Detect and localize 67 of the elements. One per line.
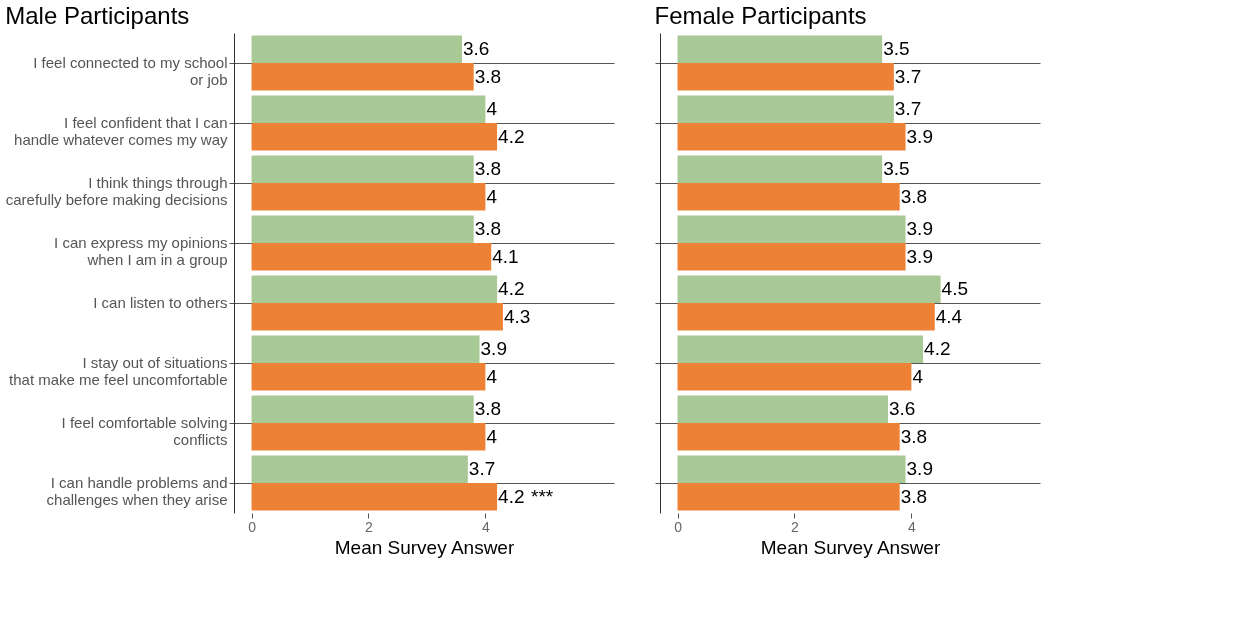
data-label: 3.5	[883, 38, 910, 60]
data-label: 4.2	[498, 278, 525, 300]
y-tick-label: I stay out of situations that make me feel uncomfortable	[9, 354, 228, 388]
bar	[677, 95, 894, 123]
bar	[677, 183, 900, 211]
data-label: 3.8	[474, 158, 502, 180]
x-axis-title: Mean Survey Answer	[760, 536, 941, 558]
data-label: 4.5	[941, 278, 969, 300]
data-label: 4	[486, 365, 498, 387]
data-label: 3.7	[468, 458, 496, 480]
y-tick-label: I feel comfortable solving conflicts	[61, 414, 228, 448]
data-label: 4	[486, 98, 498, 120]
data-label: 3.9	[480, 338, 507, 360]
chart-title: Male Participants	[5, 2, 190, 29]
data-label: 3.8	[900, 485, 928, 507]
x-tick-label: 2	[365, 518, 374, 535]
data-label: 4.4	[935, 305, 963, 327]
bar	[677, 215, 906, 243]
x-tick-label: 0	[248, 518, 257, 535]
data-label: 4	[912, 365, 924, 387]
data-label: 3.6	[463, 38, 490, 60]
bar	[677, 423, 900, 451]
data-label: 3.8	[474, 218, 502, 240]
bar	[677, 363, 912, 391]
bar	[677, 243, 906, 271]
data-label: 3.8	[900, 425, 928, 447]
y-tick-label: I can express my opinions when I am in a group	[54, 234, 228, 268]
bar	[677, 155, 883, 183]
data-label: 3.6	[889, 398, 916, 420]
bar	[677, 275, 941, 303]
data-label: 3.8	[474, 398, 502, 420]
x-tick-label: 2	[791, 518, 800, 535]
bar	[677, 303, 935, 331]
y-tick-label: I think things through carefully before making decisions	[5, 174, 228, 208]
data-label: 4.2	[498, 125, 525, 147]
y-tick-label: I can handle problems and challenges when they arise	[46, 474, 228, 508]
annotation: ***	[531, 485, 554, 507]
y-tick-label: I can listen to others	[93, 294, 228, 311]
data-label: 3.8	[900, 185, 928, 207]
bar	[677, 35, 883, 63]
bar	[677, 395, 888, 423]
data-label: 3.9	[906, 125, 933, 147]
x-tick-label: 4	[481, 518, 490, 535]
bar	[677, 483, 900, 511]
data-label: 3.5	[883, 158, 910, 180]
data-label: 4.1	[492, 245, 519, 267]
x-tick-label: 0	[674, 518, 683, 535]
bar	[677, 335, 924, 363]
data-label: 4.2	[924, 338, 951, 360]
data-label: 3.9	[906, 458, 933, 480]
chart-title: Female Participants	[654, 2, 867, 29]
data-label: 3.7	[894, 98, 922, 120]
bar	[677, 63, 894, 91]
x-tick-label: 4	[907, 518, 916, 535]
bar	[677, 455, 906, 483]
x-axis-title: Mean Survey Answer	[334, 536, 515, 558]
data-label: 3.9	[906, 245, 933, 267]
data-label: 4.3	[503, 305, 531, 327]
data-label: 4	[486, 425, 498, 447]
data-label: 4.2	[498, 485, 525, 507]
bar	[677, 123, 906, 151]
y-tick-label: I feel connected to my school or job	[33, 54, 228, 88]
data-label: 3.9	[906, 218, 933, 240]
y-tick-label: I feel confident that I can handle whatever comes my way	[14, 114, 228, 148]
data-label: 4	[486, 185, 498, 207]
data-label: 3.8	[474, 65, 502, 87]
data-label: 3.7	[894, 65, 922, 87]
